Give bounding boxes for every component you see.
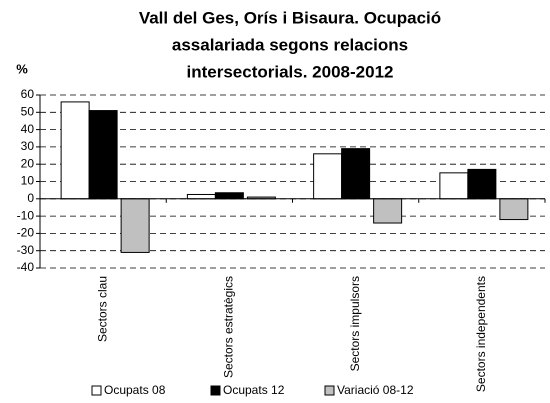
bar bbox=[439, 172, 469, 200]
y-tick-label: 60 bbox=[21, 87, 35, 101]
y-tick-label: 20 bbox=[21, 156, 35, 170]
bar bbox=[373, 198, 403, 224]
chart-title: assalariada segons relacions bbox=[172, 35, 408, 54]
legend-label: Variació 08-12 bbox=[337, 383, 414, 397]
bar bbox=[60, 101, 90, 200]
legend-swatch bbox=[91, 385, 102, 396]
x-tick-label: Sectors estratègics bbox=[222, 276, 236, 378]
y-tick-label: -40 bbox=[17, 260, 35, 274]
legend-label: Ocupats 08 bbox=[104, 383, 166, 397]
bar bbox=[499, 198, 529, 221]
y-tick-label: 40 bbox=[21, 122, 35, 136]
y-tick-label: 50 bbox=[21, 104, 35, 118]
legend-swatch bbox=[324, 385, 335, 396]
legend-swatch bbox=[210, 385, 221, 396]
bar bbox=[467, 168, 497, 200]
legend-label: Ocupats 12 bbox=[223, 383, 285, 397]
bar bbox=[313, 153, 343, 200]
x-tick-label: Sectors clau bbox=[95, 276, 109, 342]
x-tick-label: Sectors independents bbox=[474, 276, 488, 392]
bar bbox=[341, 148, 371, 200]
chart-title: Vall del Ges, Orís i Bisaura. Ocupació bbox=[139, 8, 441, 27]
bar bbox=[120, 198, 150, 253]
y-tick-label: 10 bbox=[21, 174, 35, 188]
y-tick-label: 30 bbox=[21, 139, 35, 153]
chart-title: intersectorials. 2008-2012 bbox=[187, 62, 394, 81]
bar bbox=[214, 192, 244, 200]
y-axis-label: % bbox=[16, 61, 28, 76]
x-tick-label: Sectors impulsors bbox=[348, 276, 362, 371]
y-tick-label: 0 bbox=[27, 191, 34, 205]
y-tick-label: -30 bbox=[17, 243, 35, 257]
y-tick-label: -20 bbox=[17, 226, 35, 240]
bar bbox=[186, 193, 216, 200]
bar bbox=[88, 110, 118, 200]
y-tick-label: -10 bbox=[17, 208, 35, 222]
